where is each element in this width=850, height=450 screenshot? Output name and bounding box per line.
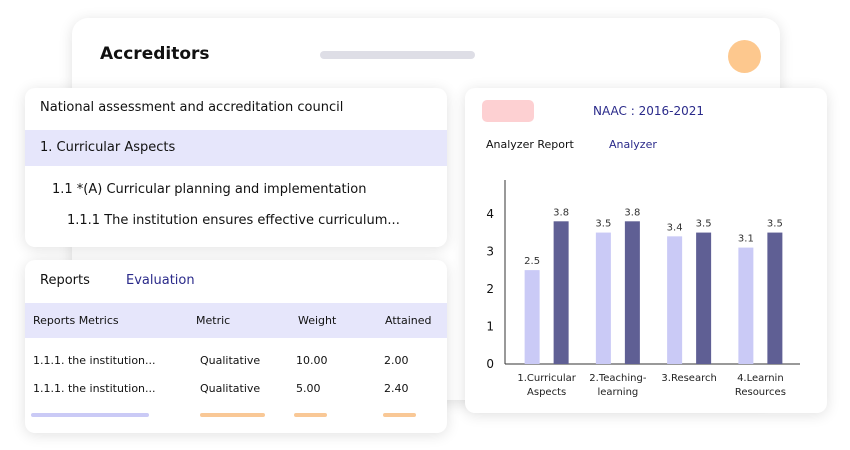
column-header: Reports Metrics (33, 314, 119, 327)
cell: Qualitative (200, 382, 261, 395)
column-header: Attained (385, 314, 432, 327)
tab[interactable]: Analyzer Report (486, 138, 574, 151)
data-label: 3.5 (595, 219, 611, 230)
tree-item[interactable]: 1. Curricular Aspects (40, 140, 176, 155)
data-label: 3.1 (738, 234, 754, 245)
data-label: 3.8 (624, 207, 640, 218)
cell: 1.1.1. the institution... (33, 354, 156, 367)
tab[interactable]: Evaluation (126, 273, 195, 288)
x-tick-label: 2.Teaching-learning (589, 373, 647, 398)
reports-card: Reports Evaluation Reports Metrics Metri… (25, 260, 447, 433)
bar (667, 236, 683, 364)
x-tick-label: 3.Research (661, 373, 717, 384)
tree-item[interactable]: 1.1 *(A) Curricular planning and impleme… (52, 182, 367, 197)
chart-card: NAAC : 2016-2021 Analyzer Report Analyze… (465, 88, 827, 413)
progress-bar (383, 413, 416, 417)
bar (767, 232, 783, 364)
cell: Qualitative (200, 354, 261, 367)
avatar[interactable] (728, 40, 761, 73)
progress-bar (31, 413, 149, 417)
bar (595, 232, 611, 364)
badge (482, 100, 534, 122)
bar (738, 247, 754, 364)
data-label: 2.5 (524, 256, 540, 267)
cell: 1.1.1. the institution... (33, 382, 156, 395)
y-tick-label: 4 (486, 207, 494, 221)
table-header (25, 303, 447, 338)
bar (624, 221, 640, 364)
progress-bar (200, 413, 265, 417)
x-tick-label: 1.Curricular Aspects (517, 373, 576, 398)
cell: 2.00 (384, 354, 409, 367)
cell: 2.40 (384, 382, 409, 395)
tree-card: National assessment and accreditation co… (25, 88, 447, 247)
cell: 10.00 (296, 354, 328, 367)
y-tick-label: 0 (486, 357, 494, 371)
column-header: Weight (298, 314, 337, 327)
tree-title: National assessment and accreditation co… (40, 100, 344, 115)
column-header: Metric (196, 314, 231, 327)
data-label: 3.4 (667, 222, 683, 233)
y-tick-label: 3 (486, 244, 494, 258)
title: Accreditors (100, 44, 210, 64)
data-label: 3.5 (696, 219, 712, 230)
bar (696, 232, 712, 364)
chart: 0 1 2 3 4 2.5 3.8 3.5 3.8 3.4 3.5 3.1 3.5 (486, 180, 800, 371)
y-tick-label: 1 (486, 319, 494, 333)
tree-item[interactable]: 1.1.1 The institution ensures effective … (67, 213, 400, 228)
data-label: 3.8 (553, 207, 569, 218)
cell: 5.00 (296, 382, 321, 395)
y-tick-label: 2 (486, 282, 494, 296)
progress-bar (294, 413, 327, 417)
panel-title: NAAC : 2016-2021 (593, 104, 704, 118)
x-tick-label: 4.Learnin Resources (734, 373, 786, 398)
selected-row[interactable] (25, 130, 447, 166)
tab[interactable]: Analyzer (609, 138, 657, 151)
search-bar (320, 51, 475, 59)
bar (524, 270, 540, 364)
data-label: 3.5 (767, 219, 783, 230)
tab[interactable]: Reports (40, 273, 90, 288)
bar (553, 221, 569, 364)
